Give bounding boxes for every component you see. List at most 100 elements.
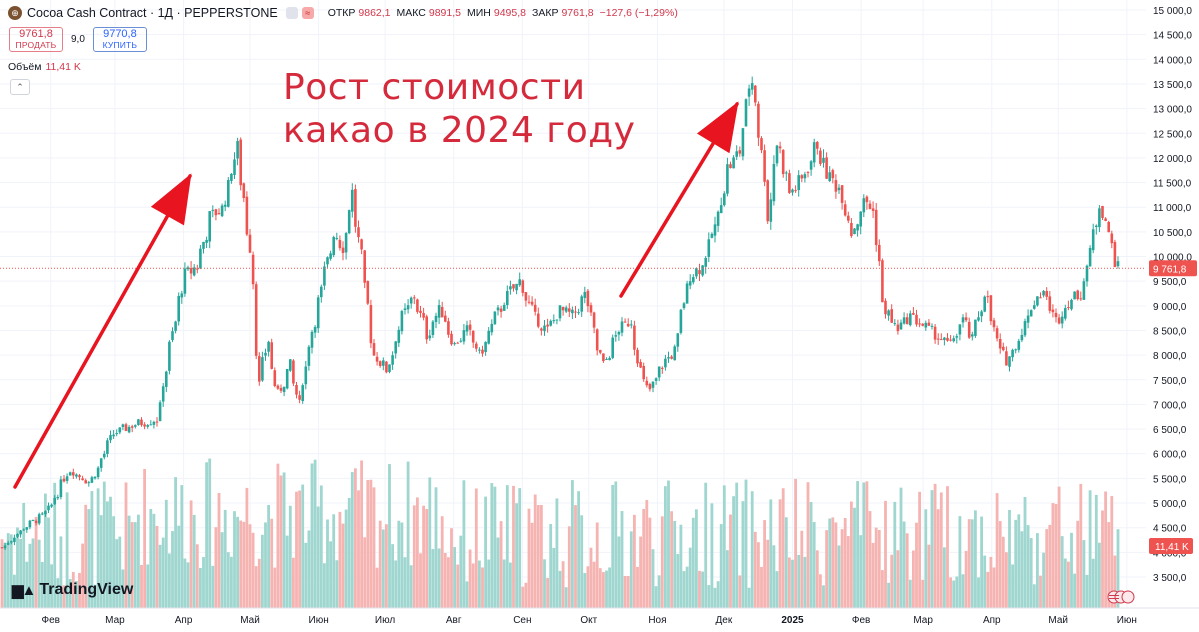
candle-body [115, 433, 118, 435]
volume-bar [248, 524, 252, 608]
tradingview-logo[interactable]: ▆▲ TradingView [12, 581, 133, 599]
candle-body [1017, 340, 1021, 350]
chart-header: ⊕ Cocoa Cash Contract · 1Д · PEPPERSTONE… [8, 6, 678, 20]
candle-body [329, 253, 332, 259]
candle-body [62, 478, 66, 482]
candle-body [800, 175, 804, 179]
candle-body [152, 421, 156, 425]
volume-bar [642, 508, 646, 608]
currency-flags-icon[interactable] [1107, 590, 1135, 604]
candle-body [977, 317, 980, 321]
volume-bar [738, 575, 742, 608]
chevron-up-icon: ⌃ [16, 82, 24, 92]
time-tick-label: Апр [983, 615, 1001, 626]
ohlc-close-value: 9761,8 [561, 7, 594, 19]
candle-body [778, 146, 782, 149]
volume-bar [667, 480, 670, 608]
volume-bar [912, 550, 915, 608]
candle-body [409, 297, 413, 304]
buy-button[interactable]: 9770,8 КУПИТЬ [92, 27, 147, 52]
candle-body [735, 151, 738, 157]
candle-body [1002, 346, 1005, 351]
candle-body [298, 395, 301, 400]
candle-body [81, 478, 84, 481]
volume-bar [1098, 542, 1101, 608]
volume-bar [357, 490, 360, 608]
candle-body [400, 311, 404, 332]
candle-body [620, 321, 624, 333]
volume-bar [102, 481, 106, 608]
volume-bar [391, 544, 394, 608]
volume-bar [137, 514, 140, 608]
volume-bar [87, 509, 91, 608]
candle-body [741, 128, 745, 157]
price-tick-label: 5 000,0 [1153, 499, 1187, 510]
volume-bar [363, 537, 367, 608]
indicator-toggle-icon[interactable]: ≈ [301, 7, 314, 19]
candle-body [673, 346, 676, 361]
symbol-title[interactable]: Cocoa Cash Contract · 1Д · PEPPERSTONE [27, 6, 278, 20]
volume-bar [682, 571, 686, 608]
volume-bar [195, 544, 199, 608]
volume-bar [490, 483, 494, 608]
volume-bar [99, 515, 103, 608]
volume-bar [605, 570, 608, 608]
sell-button[interactable]: 9761,8 ПРОДАТЬ [9, 27, 63, 52]
candle-body [180, 293, 184, 298]
time-tick-label: Фев [852, 615, 870, 626]
volume-bar [865, 481, 869, 608]
volume-bar [515, 503, 518, 608]
volume-bar [205, 462, 208, 608]
volume-bar [44, 493, 47, 608]
candle-body [53, 497, 56, 505]
volume-bar [109, 496, 112, 608]
price-tick-label: 12 000,0 [1153, 154, 1192, 165]
volume-bar [902, 521, 906, 608]
price-tick-label: 9 500,0 [1153, 277, 1187, 288]
volume-bar [908, 579, 912, 608]
candle-body [676, 333, 680, 347]
volume-bar [226, 552, 230, 608]
candle-body [161, 386, 165, 402]
candle-body [146, 425, 149, 427]
volume-bar [22, 502, 26, 608]
volume-bar [158, 544, 162, 608]
candle-body [657, 366, 661, 378]
volume-bar [9, 534, 13, 608]
volume-bar [561, 561, 565, 608]
volume-bar [958, 516, 962, 608]
volume-bar [691, 517, 695, 608]
candle-body [729, 164, 732, 168]
volume-bar [230, 556, 233, 608]
candle-body [478, 349, 481, 351]
volume-bar [983, 555, 987, 608]
candle-body [413, 297, 416, 299]
candle-body [788, 173, 791, 193]
volume-bar [595, 522, 599, 608]
volume-bar [856, 481, 859, 608]
candle-body [527, 301, 531, 303]
market-status-icon[interactable] [285, 7, 298, 19]
candle-body [202, 241, 205, 249]
volume-bar [316, 506, 320, 608]
volume-bar [577, 491, 580, 608]
candle-body [521, 280, 525, 293]
candle-body [831, 170, 835, 179]
volume-bar [127, 515, 131, 608]
volume-bar [623, 575, 627, 608]
volume-bar [62, 585, 66, 608]
candle-body [394, 341, 397, 354]
candle-body [701, 265, 704, 276]
volume-bar [530, 522, 534, 608]
volume-bar [186, 562, 190, 608]
candle-body [850, 222, 853, 237]
volume-bar [431, 549, 435, 608]
collapse-legend-button[interactable]: ⌃ [10, 79, 30, 95]
volume-bar [930, 490, 934, 608]
volume-bar [1060, 536, 1064, 608]
candle-body [915, 314, 918, 325]
candle-body [952, 338, 955, 342]
candle-body [1104, 218, 1107, 221]
candle-body [713, 224, 717, 236]
